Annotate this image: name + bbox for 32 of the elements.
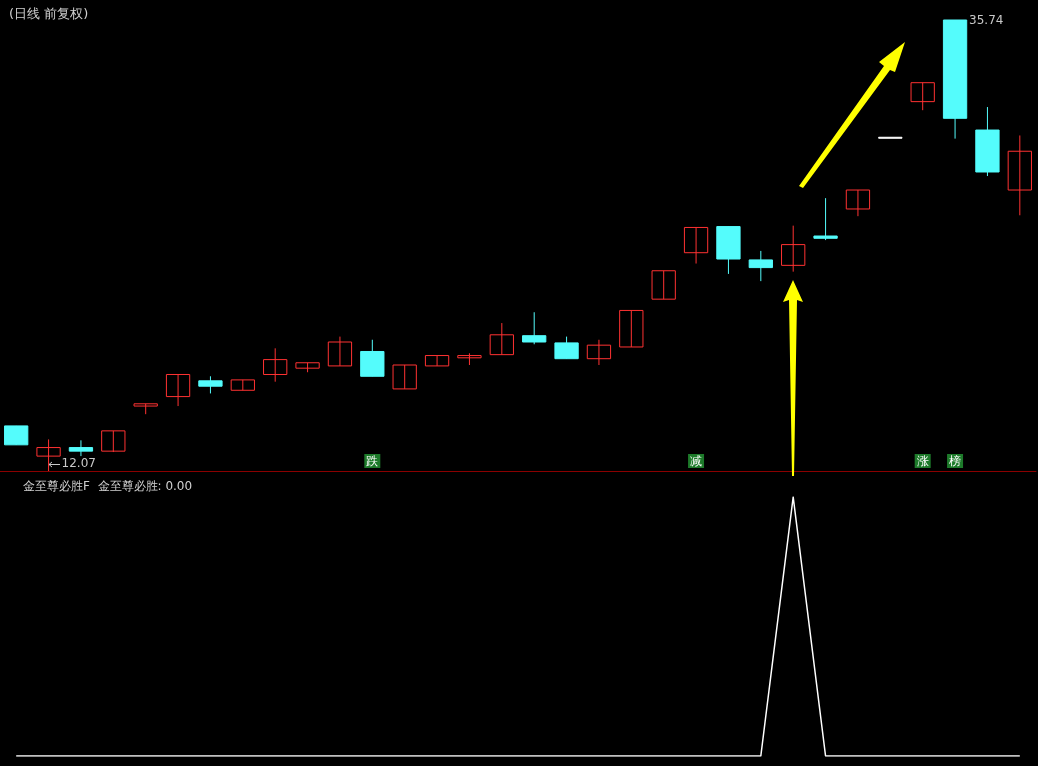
candlestick	[489, 322, 514, 356]
candlestick	[263, 347, 288, 383]
candlestick	[392, 364, 417, 390]
candlestick	[424, 355, 450, 367]
x-tick-label: 减	[690, 454, 703, 468]
x-tick-label: 跌	[366, 454, 379, 468]
candlestick	[68, 439, 94, 457]
candlestick	[554, 336, 579, 360]
candlestick	[748, 250, 773, 282]
x-tick-label: 涨	[916, 454, 929, 468]
chart-title: 金至尊必胜F 金至尊必胜: 0.00	[23, 479, 193, 493]
x-tick-label: 榜	[949, 454, 962, 468]
candlestick	[845, 189, 871, 217]
candlestick	[781, 225, 806, 273]
candlestick	[1007, 134, 1032, 216]
candlestick	[878, 136, 903, 139]
candlestick	[586, 339, 612, 366]
candlestick	[4, 425, 29, 446]
annotation: 12.07	[61, 456, 96, 470]
candlestick	[619, 309, 644, 348]
candlestick	[165, 373, 191, 407]
annotation: 35.74	[969, 13, 1004, 27]
candlestick	[522, 311, 547, 345]
candlestick	[327, 336, 353, 367]
candlestick	[910, 82, 935, 111]
candlestick	[101, 430, 126, 453]
candlestick	[230, 379, 255, 391]
candlestick	[683, 226, 709, 265]
candlestick	[813, 197, 838, 241]
chart-title: (日线 前复权)	[9, 6, 89, 21]
candlestick	[651, 270, 676, 300]
candlestick	[36, 438, 61, 472]
